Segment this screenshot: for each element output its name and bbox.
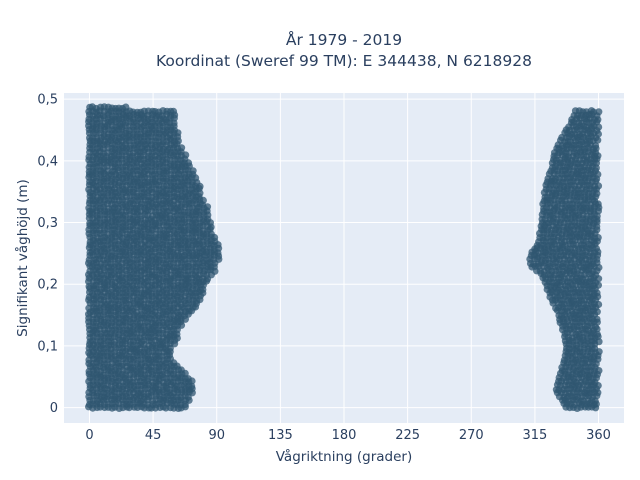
chart-subtitle: Koordinat (Sweref 99 TM): E 344438, N 62… xyxy=(156,52,532,70)
data-point xyxy=(169,107,178,115)
data-point xyxy=(589,108,598,116)
x-axis-label: Vågriktning (grader) xyxy=(276,448,413,465)
x-tick-label: 315 xyxy=(522,428,547,443)
x-tick-label: 180 xyxy=(332,428,357,443)
y-tick-label: 0,1 xyxy=(37,339,58,354)
y-tick-label: 0,4 xyxy=(37,154,58,169)
y-tick-label: 0,5 xyxy=(37,93,58,108)
x-tick-label: 270 xyxy=(459,428,484,443)
y-tick-label: 0,3 xyxy=(37,216,58,231)
cluster-north-east xyxy=(85,103,223,412)
x-tick-label: 0 xyxy=(85,428,93,443)
y-tick-label: 0 xyxy=(50,401,58,416)
x-tick-label: 225 xyxy=(395,428,420,443)
cluster-north-west xyxy=(526,107,603,412)
x-tick-label: 45 xyxy=(145,428,162,443)
x-tick-label: 360 xyxy=(586,428,611,443)
chart-title: År 1979 - 2019 xyxy=(286,30,402,49)
y-axis-label: Signifikant våghöjd (m) xyxy=(14,179,31,337)
y-axis-ticks: 0 0,1 0,2 0,3 0,4 0,5 xyxy=(37,93,58,416)
data-point xyxy=(595,108,603,116)
x-tick-label: 90 xyxy=(208,428,225,443)
data-point xyxy=(122,103,130,111)
x-axis-ticks: 0 45 90 135 180 225 270 315 360 xyxy=(85,428,611,443)
data-points xyxy=(85,103,603,412)
data-point xyxy=(184,375,192,383)
x-tick-label: 135 xyxy=(268,428,293,443)
y-tick-label: 0,2 xyxy=(37,278,58,293)
